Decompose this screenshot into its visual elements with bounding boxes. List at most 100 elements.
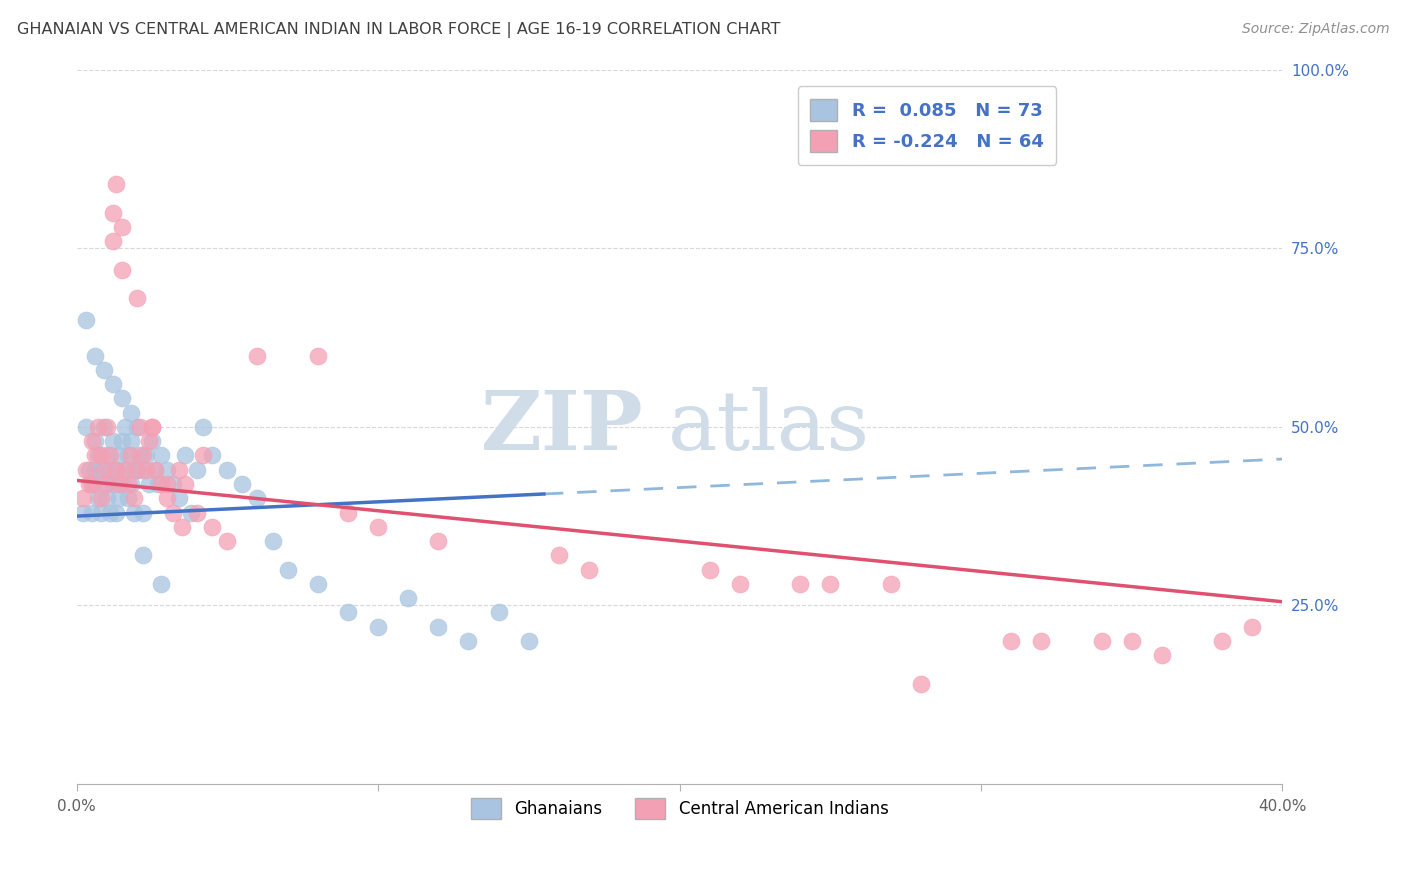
Point (122, 463, 145, 477)
Point (90, 463, 112, 477)
Point (93, 363, 115, 377)
Point (117, 491, 139, 506)
Point (86, 491, 108, 506)
Point (120, 449, 142, 463)
Point (93, 420, 115, 434)
Point (132, 449, 155, 463)
Point (128, 420, 150, 434)
Point (246, 491, 269, 506)
Point (98, 449, 121, 463)
Point (138, 434, 160, 449)
Point (143, 463, 166, 477)
Point (201, 520, 224, 534)
Point (98, 506, 121, 520)
Point (156, 477, 179, 491)
Point (186, 463, 208, 477)
Point (517, 634, 540, 648)
Point (83, 349, 105, 363)
Point (111, 220, 134, 235)
Point (104, 178, 127, 192)
Point (488, 606, 510, 620)
Point (162, 506, 184, 520)
Point (141, 420, 163, 434)
Point (125, 463, 148, 477)
Point (174, 449, 197, 463)
Point (167, 491, 190, 506)
Point (141, 420, 163, 434)
Point (427, 620, 450, 634)
Point (117, 449, 139, 463)
Point (96, 420, 118, 434)
Point (125, 420, 148, 434)
Point (125, 463, 148, 477)
Point (246, 349, 269, 363)
Point (367, 520, 389, 534)
Point (141, 434, 163, 449)
Point (72, 506, 94, 520)
Point (1121, 634, 1143, 648)
Point (578, 563, 600, 577)
Point (132, 506, 155, 520)
Point (427, 534, 450, 549)
Point (122, 506, 145, 520)
Point (120, 477, 142, 491)
Point (125, 292, 148, 306)
Point (80, 434, 103, 449)
Point (217, 534, 239, 549)
Point (548, 549, 571, 563)
Point (143, 463, 166, 477)
Point (186, 506, 208, 520)
Point (77, 477, 100, 491)
Point (307, 577, 329, 591)
Point (396, 591, 419, 606)
Point (101, 477, 124, 491)
Point (114, 463, 136, 477)
Point (104, 463, 127, 477)
Point (336, 506, 359, 520)
Point (72, 491, 94, 506)
Point (128, 449, 150, 463)
Point (336, 606, 359, 620)
Point (104, 506, 127, 520)
Legend: Ghanaians, Central American Indians: Ghanaians, Central American Indians (464, 792, 896, 825)
Point (96, 449, 118, 463)
Point (122, 491, 145, 506)
Point (83, 434, 105, 449)
Point (75, 313, 97, 327)
Point (83, 449, 105, 463)
Point (101, 206, 124, 220)
Point (193, 449, 215, 463)
Point (101, 434, 124, 449)
Point (156, 463, 179, 477)
Point (80, 477, 103, 491)
Point (80, 477, 103, 491)
Point (879, 577, 901, 591)
Point (90, 506, 112, 520)
Point (1211, 634, 1233, 648)
Point (457, 634, 479, 648)
Point (262, 534, 284, 549)
Point (180, 506, 202, 520)
Point (132, 549, 155, 563)
Point (820, 577, 842, 591)
Text: atlas: atlas (668, 387, 869, 467)
Point (111, 434, 134, 449)
Point (132, 463, 155, 477)
Point (83, 463, 105, 477)
Point (75, 420, 97, 434)
Point (135, 463, 157, 477)
Point (101, 377, 124, 392)
Point (367, 620, 389, 634)
Point (149, 477, 172, 491)
Point (86, 420, 108, 434)
Point (80, 506, 103, 520)
Point (1000, 634, 1022, 648)
Point (86, 449, 108, 463)
Point (1090, 634, 1112, 648)
Text: GHANAIAN VS CENTRAL AMERICAN INDIAN IN LABOR FORCE | AGE 16-19 CORRELATION CHART: GHANAIAN VS CENTRAL AMERICAN INDIAN IN L… (17, 22, 780, 38)
Point (193, 420, 215, 434)
Point (77, 463, 100, 477)
Point (149, 449, 172, 463)
Point (96, 477, 118, 491)
Point (1031, 634, 1053, 648)
